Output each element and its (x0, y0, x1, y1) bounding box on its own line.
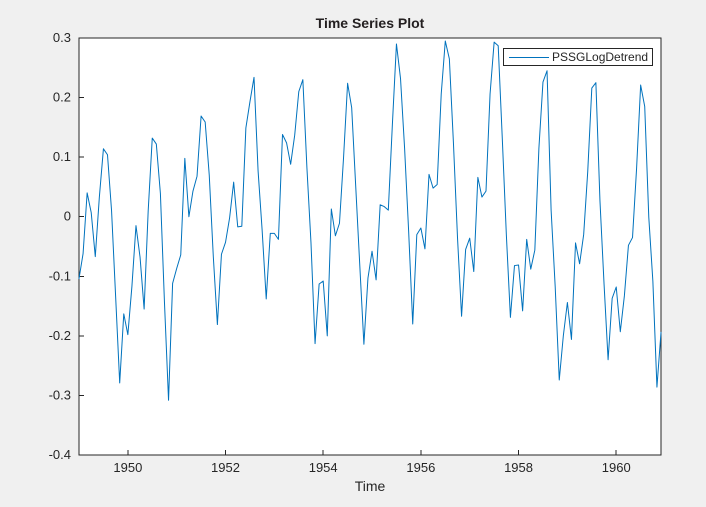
y-tick-label: 0 (64, 209, 71, 224)
y-tick-label: 0.2 (53, 90, 71, 105)
x-axis-title: Time (354, 478, 386, 494)
legend[interactable]: PSSGLogDetrend (503, 48, 653, 66)
x-tick-label: 1952 (211, 460, 240, 475)
y-tick-label: 0.1 (53, 149, 71, 164)
x-tick-label: 1958 (504, 460, 533, 475)
plot-background (79, 38, 661, 455)
x-tick-label: 1950 (113, 460, 142, 475)
x-tick-label: 1954 (309, 460, 338, 475)
y-tick-label: -0.3 (49, 387, 71, 402)
x-tick-label: 1956 (406, 460, 435, 475)
y-tick-label: -0.4 (49, 447, 71, 462)
axes-box (78, 37, 662, 456)
series-line-pssglogdetrend[interactable] (78, 40, 662, 401)
y-tick-label: -0.1 (49, 268, 71, 283)
y-tick-label: 0.3 (53, 30, 71, 45)
y-tick-label: -0.2 (49, 328, 71, 343)
legend-entry-label: PSSGLogDetrend (552, 50, 649, 64)
x-tick-label: 1960 (602, 460, 631, 475)
chart-title: Time Series Plot (315, 15, 425, 31)
legend-line-sample-icon (509, 56, 549, 58)
